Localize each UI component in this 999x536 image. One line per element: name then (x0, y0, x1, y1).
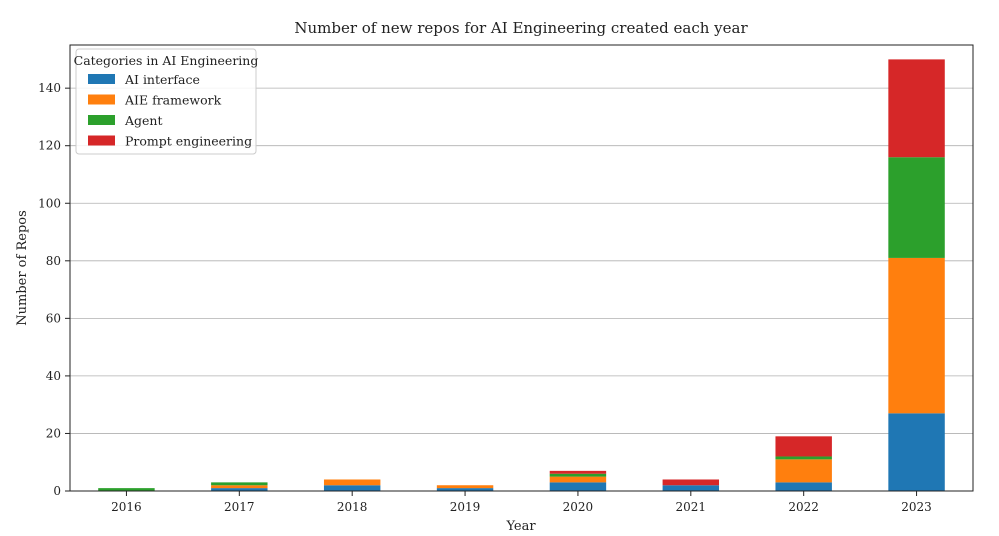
y-tick-label: 0 (53, 484, 61, 498)
bar-2022-prompt-engineering (775, 436, 832, 457)
bar-2020-ai-interface (549, 482, 607, 491)
x-axis-label: Year (505, 519, 536, 534)
bars (98, 59, 945, 491)
y-tick-label: 80 (46, 254, 61, 268)
bar-2020-agent (549, 473, 607, 477)
legend-swatch (88, 74, 115, 84)
x-tick-label: 2019 (450, 500, 481, 514)
legend: Categories in AI Engineering AI interfac… (74, 48, 259, 155)
x-tick-label: 2023 (901, 500, 932, 514)
y-axis-ticks: 0 20 40 60 80 100 120 140 (38, 81, 70, 498)
legend-label: Prompt engineering (125, 134, 252, 149)
y-tick-label: 40 (46, 369, 61, 383)
x-tick-label: 2022 (788, 500, 819, 514)
y-tick-label: 100 (38, 196, 61, 210)
x-tick-label: 2020 (563, 500, 594, 514)
bar-2017-ai-interface (211, 488, 268, 491)
bar-2023-ai-interface (888, 413, 945, 491)
legend-label: AI interface (124, 72, 200, 87)
bar-2020-prompt-engineering (549, 470, 607, 474)
legend-label: AIE framework (124, 93, 222, 108)
x-tick-label: 2016 (111, 500, 142, 514)
y-tick-label: 120 (38, 139, 61, 153)
legend-title: Categories in AI Engineering (74, 53, 259, 68)
legend-swatch (88, 115, 115, 125)
bar-2016-agent (98, 488, 155, 491)
bar-2022-aie-framework (775, 459, 832, 483)
y-tick-label: 60 (46, 311, 61, 325)
bar-2018-ai-interface (323, 485, 381, 491)
bar-2020-aie-framework (549, 476, 607, 483)
bar-2023-prompt-engineering (888, 59, 945, 158)
chart-title: Number of new repos for AI Engineering c… (294, 19, 748, 37)
bar-2021-prompt-engineering (662, 479, 720, 486)
legend-swatch (88, 135, 115, 146)
x-axis-ticks: 2016 2017 2018 2019 2020 2021 2022 2023 (111, 491, 932, 514)
legend-swatch (88, 94, 115, 105)
bar-2019-ai-interface (436, 488, 494, 491)
bar-2022-agent (775, 456, 832, 460)
bar-2021-ai-interface (662, 485, 720, 491)
legend-box (75, 48, 257, 155)
plot-frame (69, 44, 974, 492)
x-tick-label: 2021 (676, 500, 707, 514)
legend-label: Agent (124, 113, 163, 128)
bar-2023-aie-framework (888, 257, 945, 414)
x-tick-label: 2018 (337, 500, 368, 514)
y-axis-label: Number of Repos (15, 210, 30, 326)
y-tick-label: 20 (46, 426, 61, 440)
bar-2022-ai-interface (775, 482, 832, 491)
bar-2019-aie-framework (436, 485, 494, 489)
y-tick-label: 140 (38, 81, 61, 95)
bar-2017-aie-framework (211, 485, 268, 489)
bar-2017-agent (211, 482, 268, 486)
bar-2023-agent (888, 157, 945, 258)
bar-2018-aie-framework (323, 479, 381, 486)
x-tick-label: 2017 (224, 500, 255, 514)
legend-items: AI interface AIE framework Agent Prompt eng… (88, 72, 252, 149)
